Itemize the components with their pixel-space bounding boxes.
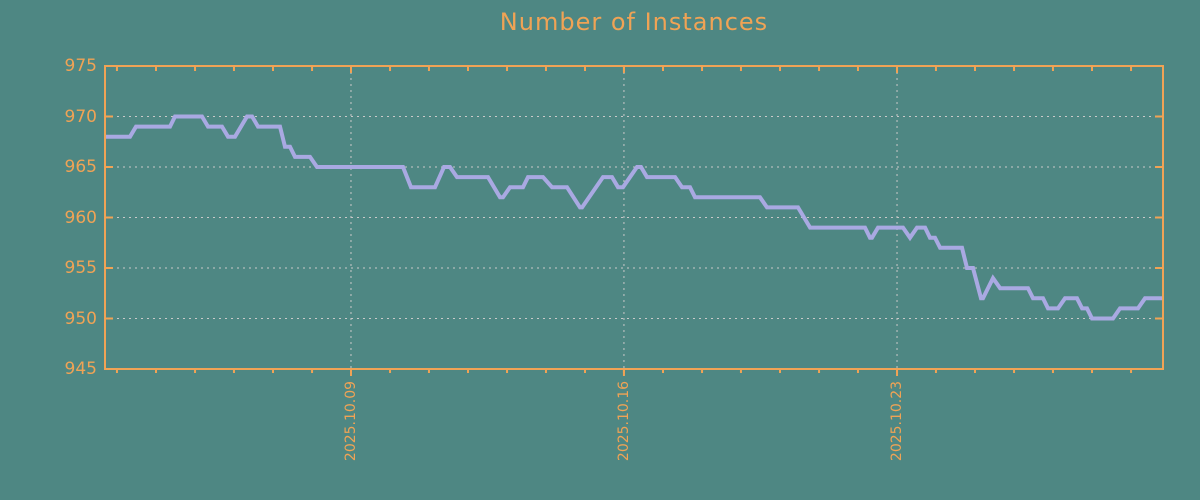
- y-axis-label: 975: [64, 56, 97, 76]
- y-axis-label: 960: [64, 207, 97, 228]
- y-axis-label: 970: [64, 106, 97, 127]
- y-axis-label: 950: [64, 308, 97, 329]
- y-axis-label: 965: [64, 157, 97, 177]
- x-axis-label: 2025.10.09: [342, 380, 359, 462]
- x-axis-label: 2025.10.16: [615, 380, 632, 462]
- x-axis-label: 2025.10.23: [889, 380, 906, 462]
- y-axis-label: 945: [64, 359, 97, 379]
- chart-title: Number of Instances: [499, 8, 769, 36]
- y-axis-label: 955: [64, 258, 97, 278]
- axis-border: [104, 65, 1164, 370]
- data-line: [105, 114, 1163, 321]
